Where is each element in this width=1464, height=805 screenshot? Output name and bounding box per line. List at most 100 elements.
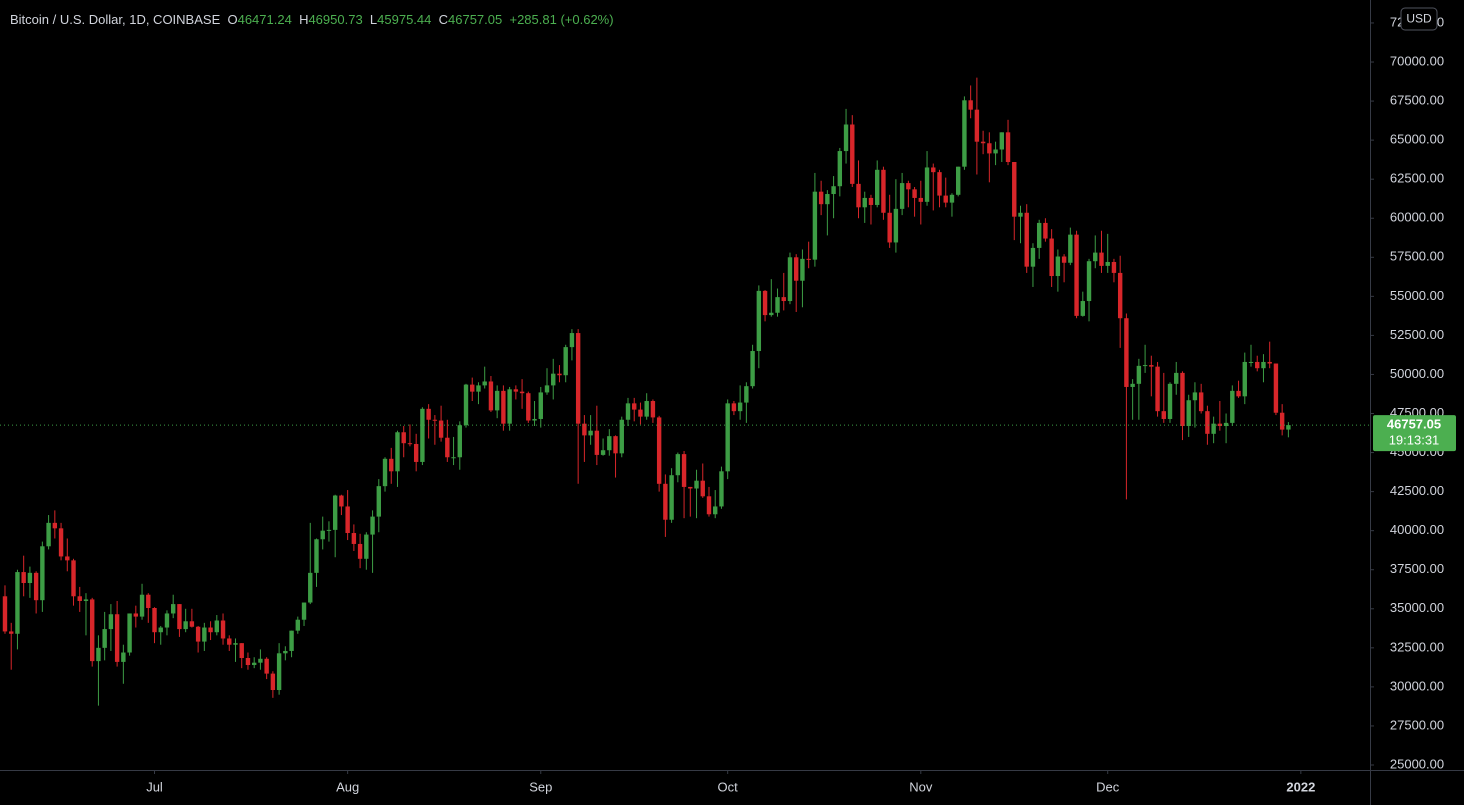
candle-body <box>77 596 82 601</box>
change: +285.81 (+0.62%) <box>509 12 614 27</box>
y-tick-label: 67500.00 <box>1390 93 1444 108</box>
candle-body <box>407 443 413 445</box>
legend-header: Bitcoin / U.S. Dollar, 1D, COINBASE O464… <box>10 12 614 27</box>
candle-body <box>931 167 936 173</box>
candle-body <box>725 403 730 472</box>
candle-body <box>96 647 101 662</box>
candle-body <box>58 528 64 557</box>
candle-body <box>413 443 419 462</box>
y-tick-label: 25000.00 <box>1390 756 1444 771</box>
candle-body <box>681 454 687 487</box>
candle-body <box>943 195 948 203</box>
candle-body <box>769 312 774 316</box>
ohlc-key: L <box>369 12 378 27</box>
candle-body <box>1217 423 1223 427</box>
candle-body <box>501 390 506 424</box>
candle-body <box>756 290 762 352</box>
candle-body <box>850 124 855 184</box>
candle-body <box>227 638 232 645</box>
candle-body <box>993 149 998 154</box>
currency-label: USD <box>1406 12 1432 26</box>
candle-body <box>52 522 58 529</box>
candle-body <box>463 384 469 426</box>
x-tick-label: Jul <box>146 779 163 794</box>
candle-body <box>376 486 381 517</box>
candle-body <box>470 384 475 392</box>
candle-body <box>426 408 431 420</box>
candle-body <box>1149 365 1154 367</box>
y-tick-label: 57500.00 <box>1390 249 1444 264</box>
candle-body <box>139 594 145 617</box>
candle-body <box>1117 272 1123 319</box>
candle-body <box>893 208 899 243</box>
candle-body <box>1012 161 1017 217</box>
candle-body <box>688 486 693 489</box>
candle-body <box>1198 392 1204 412</box>
candle-body <box>955 166 961 195</box>
candle-body <box>133 613 139 617</box>
candle-body <box>445 437 450 458</box>
candle-body <box>719 471 724 507</box>
candle-body <box>1024 212 1029 267</box>
candle-body <box>912 189 917 198</box>
candle-body <box>949 194 955 203</box>
candle-body <box>744 386 749 403</box>
candle-body <box>1155 366 1160 412</box>
candle-body <box>968 100 973 110</box>
ohlc-value: 46950.73 <box>308 12 363 27</box>
x-tick-label: Oct <box>718 779 739 794</box>
candle-body <box>1086 261 1092 302</box>
candle-body <box>1130 383 1135 387</box>
candle-body <box>195 626 201 642</box>
candle-body <box>762 290 768 316</box>
candle-body <box>183 621 188 630</box>
candle-body <box>974 109 980 142</box>
candle-body <box>308 572 313 603</box>
candle-body <box>71 560 76 597</box>
candle-body <box>532 418 537 421</box>
candle-body <box>164 613 170 628</box>
candle-body <box>370 516 375 535</box>
candle-body <box>102 629 107 648</box>
candle-body <box>395 432 400 472</box>
candle-body <box>675 454 681 476</box>
candle-body <box>619 419 624 454</box>
x-tick-label: Sep <box>529 779 552 794</box>
candle-body <box>594 430 600 455</box>
candle-body <box>526 393 531 421</box>
y-tick-label: 60000.00 <box>1390 210 1444 225</box>
candle-body <box>775 297 780 313</box>
ohlc-key: O <box>227 12 238 27</box>
candle-body <box>295 619 300 631</box>
candle-body <box>114 614 120 662</box>
candle-body <box>170 604 176 614</box>
ohlc-key: H <box>299 12 309 27</box>
candle-body <box>544 385 550 393</box>
price-axis-bg <box>1370 0 1464 805</box>
candle-body <box>918 197 924 202</box>
candle-body <box>251 662 257 666</box>
candle-body <box>837 151 843 187</box>
candle-body <box>825 194 830 205</box>
candle-body <box>2 596 8 632</box>
candle-body <box>1142 365 1148 367</box>
candle-body <box>351 533 357 544</box>
candle-body <box>1205 411 1210 434</box>
candle-body <box>937 172 942 196</box>
ohlc-value: 45975.44 <box>377 12 432 27</box>
currency-badge <box>1400 7 1438 31</box>
x-tick-label: Nov <box>909 779 933 794</box>
candle-body <box>1174 372 1179 384</box>
candle-body <box>301 602 307 620</box>
y-tick-label: 55000.00 <box>1390 288 1444 303</box>
candle-body <box>557 373 562 376</box>
y-tick-label: 35000.00 <box>1390 600 1444 615</box>
y-tick-label: 50000.00 <box>1390 366 1444 381</box>
candle-body <box>569 333 575 348</box>
candle-body <box>781 297 786 302</box>
candle-body <box>1074 234 1079 316</box>
candle-body <box>357 543 363 559</box>
candle-body <box>656 417 662 484</box>
